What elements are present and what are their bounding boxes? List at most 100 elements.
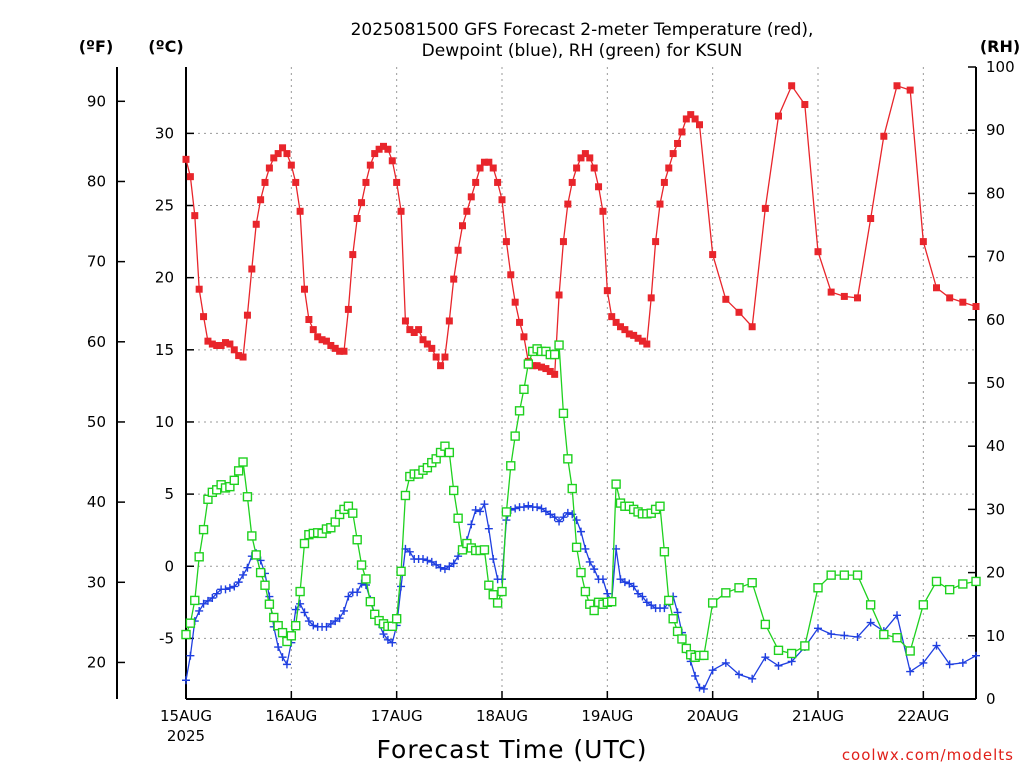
rh-point [185, 618, 196, 628]
dewpoint-point [638, 592, 647, 601]
temperature-point [380, 142, 387, 150]
rh-point [571, 542, 582, 553]
dewpoint-point [203, 596, 212, 605]
temperature-point [621, 326, 629, 334]
temperature-point [314, 333, 322, 341]
dewpoint-point [353, 588, 362, 597]
series-line [185, 84, 977, 376]
rh-point [190, 595, 200, 606]
rh-point [330, 517, 340, 527]
fahrenheit-tick-label: 80 [87, 172, 106, 190]
rh-point [264, 599, 275, 609]
dewpoint-point [476, 507, 485, 516]
dewpoint-point [379, 630, 388, 639]
temperature-point [485, 158, 493, 166]
rh-point [519, 384, 529, 395]
temperature-point [261, 178, 269, 186]
dewpoint-point [309, 621, 318, 630]
rh-point [892, 632, 902, 643]
temperature-point [674, 139, 682, 147]
dewpoint-point [721, 658, 730, 667]
dewpoint-point [186, 651, 195, 660]
temperature-point [243, 311, 251, 319]
temperature-point [678, 128, 686, 136]
temperature-point [384, 145, 392, 153]
rh-tick-label: 60 [986, 311, 1005, 329]
dewpoint-point [489, 555, 498, 564]
temperature-point [516, 318, 524, 326]
temperature-point [603, 287, 611, 295]
temperature-point [827, 288, 835, 296]
rh-point [198, 524, 209, 535]
celsius-tick-label: 25 [155, 197, 174, 215]
temperature-point [235, 352, 243, 360]
temperature-point [279, 144, 287, 152]
rh-point [396, 566, 406, 577]
temperature-point [401, 317, 409, 325]
rh-point [549, 349, 560, 360]
x-tick-label: 19AUG [581, 707, 633, 725]
temperature-point [568, 178, 576, 186]
rh-point [563, 454, 573, 464]
temperature-point [586, 154, 594, 162]
temperature-point [463, 207, 471, 215]
temperature-point [410, 328, 418, 336]
dewpoint-point [840, 631, 849, 640]
rh-point [826, 570, 836, 580]
dewpoint-point [563, 508, 572, 517]
rh-point [260, 580, 270, 590]
dewpoint-point [405, 547, 414, 556]
dewpoint-point [274, 643, 283, 652]
dewpoint-point [304, 617, 313, 626]
rh-point [449, 485, 459, 496]
temperature-point [814, 248, 822, 256]
temperature-point [735, 308, 743, 316]
temperature-point [801, 101, 809, 109]
dewpoint-point [634, 589, 643, 598]
dewpoint-point [695, 683, 704, 692]
rh-point [664, 595, 674, 606]
temperature-point [538, 363, 545, 371]
dewpoint-point [814, 624, 822, 633]
temperature-point [682, 115, 690, 123]
celsius-tick-label: 20 [155, 269, 174, 287]
rh-point [238, 457, 248, 467]
dewpoint-point [866, 618, 875, 627]
temperature-point [696, 121, 703, 129]
temperature-point [893, 82, 901, 90]
temperature-point [340, 347, 348, 355]
celsius-unit-label: (ºC) [148, 37, 183, 56]
rh-tick-label: 40 [986, 437, 1005, 455]
temperature-point [946, 294, 954, 302]
fahrenheit-tick-label: 90 [87, 92, 106, 110]
dewpoint-point [932, 641, 941, 650]
dewpoint-point [419, 555, 427, 564]
dewpoint-point [436, 563, 445, 572]
rh-point [453, 513, 463, 523]
rh-point [348, 508, 358, 518]
dewpoint-point [471, 505, 480, 514]
temperature-point [415, 326, 423, 334]
temperature-point [388, 157, 396, 165]
temperature-point [581, 150, 589, 158]
dewpoint-point [647, 601, 656, 610]
dewpoint-point [423, 556, 432, 565]
dewpoint-point [625, 579, 634, 588]
fahrenheit-tick-label: 50 [87, 413, 106, 431]
dewpoint-point [467, 520, 476, 529]
rh-point [255, 567, 266, 578]
temperature-point [840, 292, 848, 300]
rh-point [523, 359, 534, 369]
temperature-point [709, 251, 717, 259]
temperature-point [502, 238, 510, 246]
dewpoint-point [699, 684, 708, 693]
dewpoint-point [555, 517, 564, 526]
rh-tick-label: 0 [986, 690, 996, 708]
dewpoint-point [296, 599, 305, 608]
series-rh [181, 340, 981, 662]
dewpoint-point [445, 562, 454, 571]
fahrenheit-tick-label: 40 [87, 493, 106, 511]
x-tick-label: 16AUG [265, 707, 317, 725]
temperature-point [507, 271, 515, 279]
temperature-point [542, 365, 550, 373]
